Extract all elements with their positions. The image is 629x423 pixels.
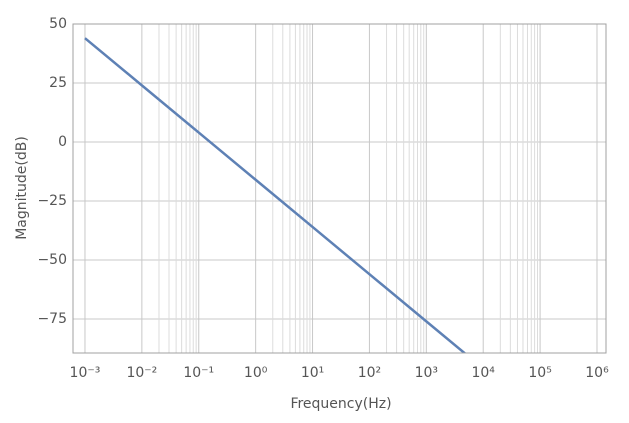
data-line: [84, 37, 467, 353]
x-tick-label: 10²: [358, 365, 381, 381]
x-tick-label: 10⁻¹: [183, 365, 214, 381]
x-tick-label: 10⁰: [244, 365, 268, 381]
y-tick-label: 0: [58, 134, 67, 150]
y-tick-label: 50: [49, 16, 67, 32]
y-tick-label: −75: [37, 311, 67, 327]
x-tick-label: 10¹: [301, 365, 324, 381]
y-tick-label: −50: [37, 252, 67, 268]
x-tick-label: 10⁻³: [70, 365, 101, 381]
x-tick-label: 10⁵: [528, 365, 551, 381]
x-tick-label: 10³: [415, 365, 438, 381]
y-tick-label: −25: [37, 193, 67, 209]
y-axis-label: Magnitude(dB): [14, 136, 30, 240]
x-axis-label: Frequency(Hz): [290, 396, 391, 412]
x-tick-label: 10⁶: [585, 365, 609, 381]
plot-frame: [72, 23, 607, 354]
x-tick-label: 10⁻²: [126, 365, 157, 381]
x-tick-label: 10⁴: [471, 365, 495, 381]
y-tick-label: 25: [49, 75, 67, 91]
